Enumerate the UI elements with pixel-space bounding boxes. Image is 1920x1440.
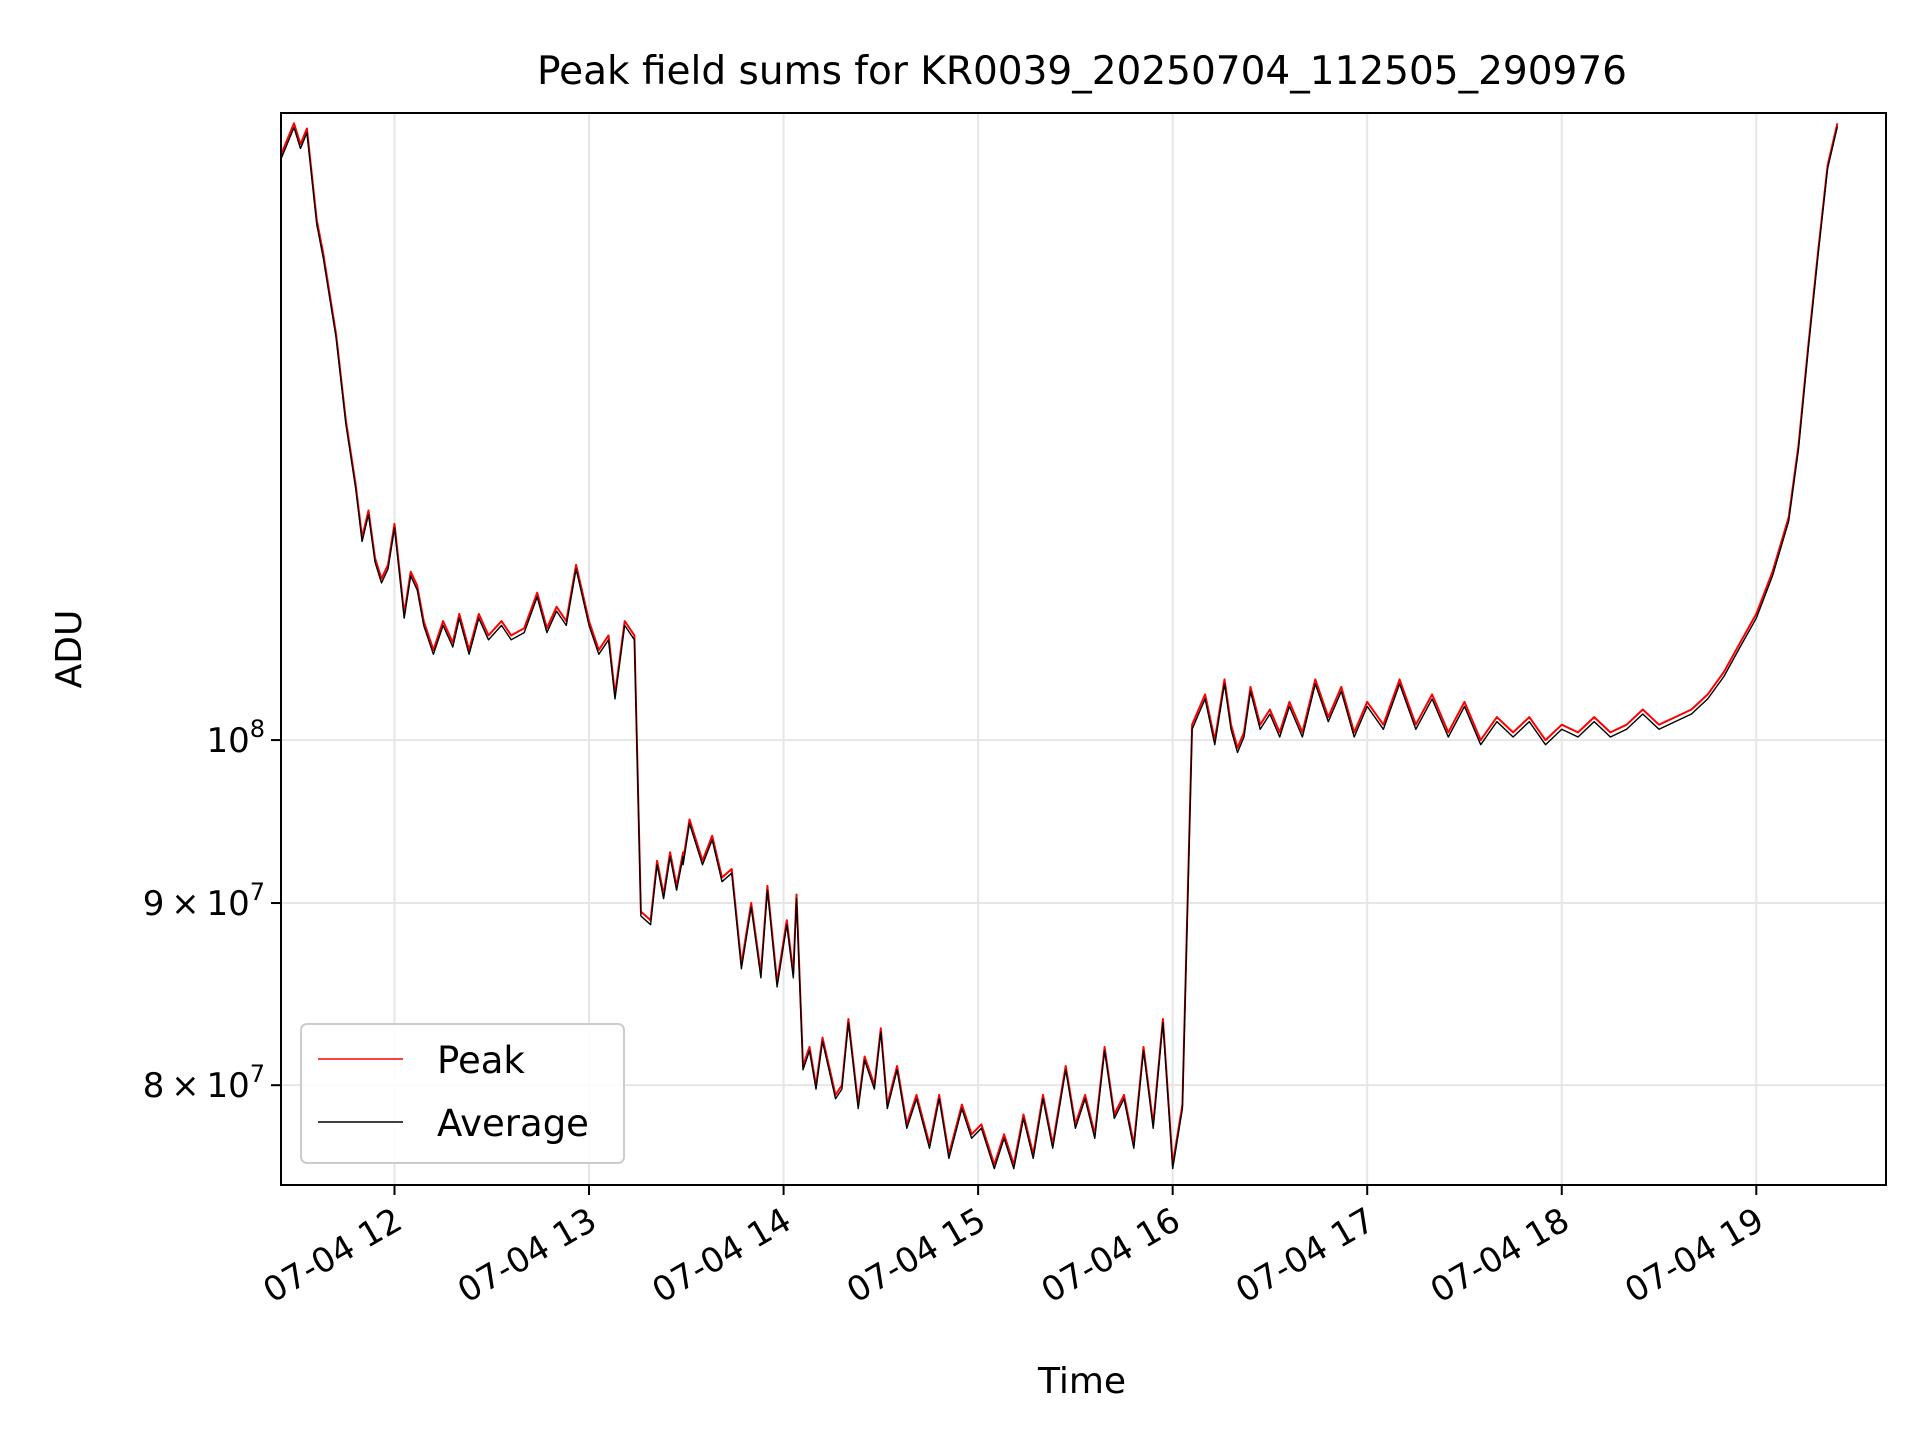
y-tick-label: 8 × 107 — [143, 1060, 265, 1106]
y-tick-label: 108 — [206, 715, 265, 761]
series-line-peak — [281, 122, 1839, 1166]
chart-title: Peak field sums for KR0039_20250704_1125… — [537, 49, 1627, 94]
y-tick-label: 9 × 107 — [143, 878, 265, 924]
series-line-average — [281, 126, 1839, 1170]
plot-frame — [280, 112, 1887, 1186]
y-axis-label: ADU — [49, 610, 90, 689]
series-layer — [281, 122, 1839, 1170]
legend: Peak Average — [300, 1023, 625, 1164]
legend-peak-label: Peak — [437, 1039, 525, 1082]
x-axis-label: Time — [1037, 1361, 1126, 1402]
legend-average-label: Average — [437, 1102, 589, 1145]
y-axis-ticks: 8 × 107 9 × 107 108 — [143, 715, 281, 1106]
grid-layer — [281, 113, 1886, 1185]
